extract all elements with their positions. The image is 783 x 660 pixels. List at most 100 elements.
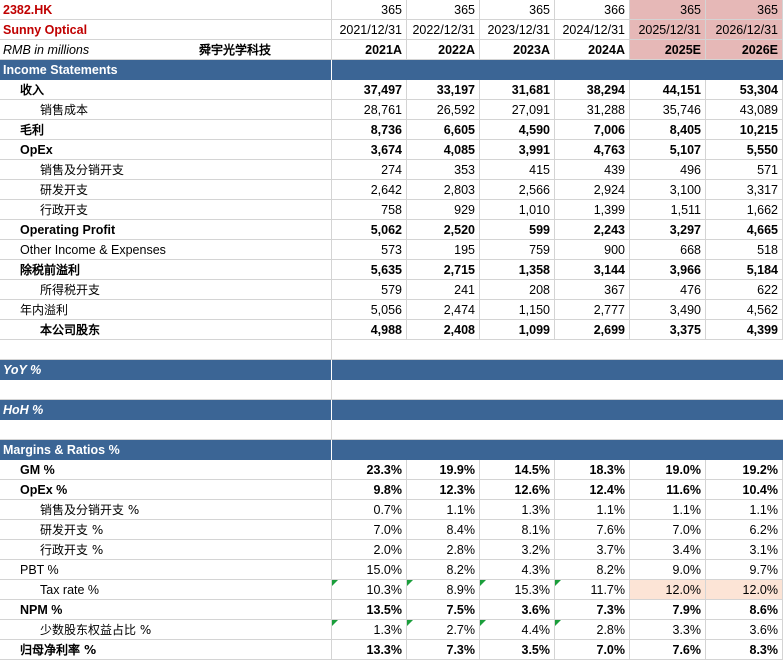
value-cell[interactable]: 573 [332, 240, 407, 260]
value-cell[interactable]: 15.0% [332, 560, 407, 580]
row-label[interactable]: 研发开支 % [0, 520, 180, 540]
value-cell[interactable]: 11.7% [555, 580, 630, 600]
row-label[interactable]: 销售及分销开支 [0, 160, 180, 180]
value-cell[interactable]: 5,184 [706, 260, 783, 280]
blank-cell[interactable] [180, 340, 332, 360]
value-cell[interactable]: 1,399 [555, 200, 630, 220]
value-cell[interactable]: 53,304 [706, 80, 783, 100]
value-cell[interactable]: 476 [630, 280, 706, 300]
row-label[interactable]: 销售及分销开支 % [0, 500, 180, 520]
value-cell[interactable]: 2.8% [407, 540, 480, 560]
value-cell[interactable]: 5,550 [706, 140, 783, 160]
value-cell[interactable]: 518 [706, 240, 783, 260]
value-cell[interactable]: 4,399 [706, 320, 783, 340]
value-cell[interactable]: 668 [630, 240, 706, 260]
value-cell[interactable]: 2,566 [480, 180, 555, 200]
value-cell[interactable]: 13.5% [332, 600, 407, 620]
value-cell[interactable]: 1.3% [332, 620, 407, 640]
date-cell[interactable]: 2021/12/31 [332, 20, 407, 40]
value-cell[interactable]: 8,405 [630, 120, 706, 140]
value-cell[interactable]: 15.3% [480, 580, 555, 600]
row-label[interactable]: 少数股东权益占比 % [0, 620, 180, 640]
value-cell[interactable]: 8.6% [706, 600, 783, 620]
value-cell[interactable]: 3,674 [332, 140, 407, 160]
value-cell[interactable]: 3.2% [480, 540, 555, 560]
value-cell[interactable]: 12.4% [555, 480, 630, 500]
value-cell[interactable]: 10.3% [332, 580, 407, 600]
value-cell[interactable]: 2,642 [332, 180, 407, 200]
value-cell[interactable]: 14.5% [480, 460, 555, 480]
value-cell[interactable]: 9.0% [630, 560, 706, 580]
value-cell[interactable]: 43,089 [706, 100, 783, 120]
value-cell[interactable]: 18.3% [555, 460, 630, 480]
blank-cell[interactable] [0, 420, 180, 440]
value-cell[interactable]: 3,100 [630, 180, 706, 200]
value-cell[interactable]: 33,197 [407, 80, 480, 100]
value-cell[interactable]: 3,375 [630, 320, 706, 340]
value-cell[interactable]: 2,715 [407, 260, 480, 280]
value-cell[interactable]: 3,144 [555, 260, 630, 280]
year-cell[interactable]: 2021A [332, 40, 407, 60]
value-cell[interactable]: 599 [480, 220, 555, 240]
blank-cell[interactable] [180, 380, 332, 400]
value-cell[interactable]: 7.9% [630, 600, 706, 620]
days-cell[interactable]: 365 [332, 0, 407, 20]
value-cell[interactable]: 37,497 [332, 80, 407, 100]
value-cell[interactable]: 12.6% [480, 480, 555, 500]
value-cell[interactable]: 2,924 [555, 180, 630, 200]
row-label[interactable]: 行政开支 % [0, 540, 180, 560]
row-label[interactable]: 收入 [0, 80, 180, 100]
row-label[interactable]: GM % [0, 460, 180, 480]
value-cell[interactable]: 241 [407, 280, 480, 300]
value-cell[interactable]: 44,151 [630, 80, 706, 100]
blank-cell[interactable] [180, 580, 332, 600]
value-cell[interactable]: 0.7% [332, 500, 407, 520]
value-cell[interactable]: 31,681 [480, 80, 555, 100]
row-label[interactable]: 研发开支 [0, 180, 180, 200]
value-cell[interactable]: 19.0% [630, 460, 706, 480]
value-cell[interactable]: 3.6% [706, 620, 783, 640]
value-cell[interactable]: 8.4% [407, 520, 480, 540]
value-cell[interactable]: 7.3% [407, 640, 480, 660]
days-cell[interactable]: 366 [555, 0, 630, 20]
value-cell[interactable]: 208 [480, 280, 555, 300]
value-cell[interactable]: 26,592 [407, 100, 480, 120]
days-cell[interactable]: 365 [630, 0, 706, 20]
row-label[interactable]: Operating Profit [0, 220, 180, 240]
value-cell[interactable]: 3.3% [630, 620, 706, 640]
value-cell[interactable]: 274 [332, 160, 407, 180]
value-cell[interactable]: 38,294 [555, 80, 630, 100]
year-cell[interactable]: 2026E [706, 40, 783, 60]
value-cell[interactable]: 439 [555, 160, 630, 180]
year-cell[interactable]: 2022A [407, 40, 480, 60]
value-cell[interactable]: 9.7% [706, 560, 783, 580]
date-cell[interactable]: 2024/12/31 [555, 20, 630, 40]
value-cell[interactable]: 571 [706, 160, 783, 180]
value-cell[interactable]: 4,665 [706, 220, 783, 240]
value-cell[interactable]: 2,803 [407, 180, 480, 200]
value-cell[interactable]: 3,966 [630, 260, 706, 280]
row-label[interactable]: 年内溢利 [0, 300, 180, 320]
blank-cell[interactable] [180, 600, 332, 620]
year-cell[interactable]: 2024A [555, 40, 630, 60]
value-cell[interactable]: 5,635 [332, 260, 407, 280]
value-cell[interactable]: 1.3% [480, 500, 555, 520]
value-cell[interactable]: 8,736 [332, 120, 407, 140]
blank-cell[interactable] [180, 480, 332, 500]
blank-cell[interactable] [0, 340, 180, 360]
value-cell[interactable]: 1,010 [480, 200, 555, 220]
blank-cell[interactable] [0, 380, 180, 400]
blank-cell[interactable] [332, 420, 783, 440]
value-cell[interactable]: 2.7% [407, 620, 480, 640]
blank-cell[interactable] [180, 420, 332, 440]
value-cell[interactable]: 7.0% [332, 520, 407, 540]
value-cell[interactable]: 2,408 [407, 320, 480, 340]
value-cell[interactable]: 3,317 [706, 180, 783, 200]
blank-cell[interactable] [180, 0, 332, 20]
value-cell[interactable]: 4.3% [480, 560, 555, 580]
value-cell[interactable]: 2,699 [555, 320, 630, 340]
section-title[interactable]: HoH % [0, 400, 332, 420]
blank-cell[interactable] [180, 120, 332, 140]
value-cell[interactable]: 11.6% [630, 480, 706, 500]
blank-cell[interactable] [180, 520, 332, 540]
